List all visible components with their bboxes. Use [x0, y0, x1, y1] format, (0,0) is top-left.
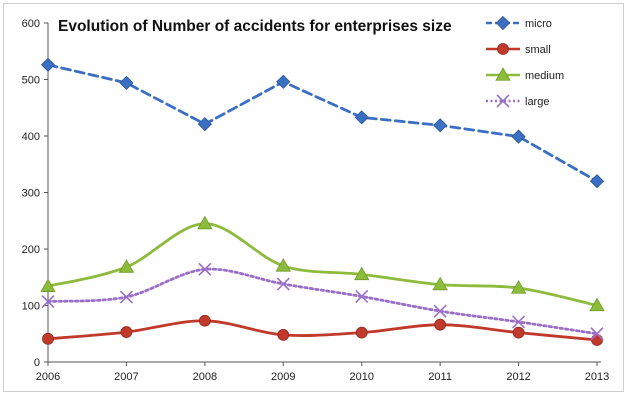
legend-label: micro [525, 18, 552, 30]
series-micro-marker [433, 118, 448, 133]
legend-item-micro: micro [486, 15, 552, 31]
series-small-marker [591, 334, 603, 346]
series-medium [40, 215, 605, 312]
y-tick-label: 100 [22, 301, 40, 313]
series-small-marker [198, 314, 211, 327]
legend-item-small: small [486, 43, 551, 56]
y-tick-label: 300 [22, 188, 40, 200]
series-small-marker [42, 332, 54, 345]
series-medium-marker [510, 280, 527, 294]
x-tick-label: 2010 [349, 371, 373, 383]
y-tick-label: 400 [22, 131, 40, 143]
legend-large-marker [496, 94, 510, 108]
series-large [41, 262, 604, 341]
series-small-marker [120, 326, 133, 338]
x-tick-label: 2007 [114, 371, 138, 383]
x-tick-label: 2008 [193, 371, 217, 383]
legend-micro-marker [495, 15, 511, 31]
series-medium-marker [40, 278, 56, 292]
series-small [42, 314, 603, 346]
series-small-marker [355, 326, 368, 339]
x-tick-label: 2011 [428, 371, 452, 383]
series-micro-marker [589, 174, 605, 189]
series-micro-marker [119, 75, 134, 90]
tick-marks: 0 100 200 300 400 500 600 2006 2007 2008 2009 2010 2… [22, 18, 610, 383]
y-tick-label: 200 [22, 244, 40, 256]
legend-small-marker [497, 43, 509, 55]
y-tick-label: 0 [34, 357, 40, 369]
series-micro-marker [354, 110, 369, 125]
x-tick-label: 2006 [36, 371, 60, 383]
series-large-marker [512, 315, 526, 329]
series-large-marker [119, 290, 133, 304]
series-small-line [46, 319, 599, 342]
series-small-marker [512, 326, 525, 339]
series-medium-marker [354, 266, 370, 281]
legend-medium-marker [495, 67, 511, 81]
series-large-line [46, 267, 599, 336]
series-micro [40, 57, 605, 189]
series-large-marker [198, 262, 212, 276]
series-large-marker [276, 277, 290, 291]
series-medium-marker [432, 276, 448, 291]
legend-label: medium [525, 70, 564, 82]
legend-label: large [525, 96, 549, 108]
x-tick-label: 2013 [585, 371, 609, 383]
legend: micro small medium large [486, 15, 564, 108]
series-small-marker [277, 328, 290, 341]
x-tick-label: 2012 [506, 371, 530, 383]
y-tick-label: 500 [22, 75, 40, 87]
chart-title: Evolution of Number of accidents for ent… [58, 18, 452, 35]
series-micro-line [46, 63, 599, 183]
series-large-marker [355, 289, 369, 304]
y-tick-label: 600 [22, 18, 40, 30]
legend-item-medium: medium [486, 67, 564, 82]
series-lines [40, 57, 605, 346]
series-large-marker [433, 304, 447, 318]
series-medium-marker [589, 297, 605, 312]
series-medium-marker [197, 215, 213, 230]
series-small-marker [434, 318, 447, 331]
series-large-marker [590, 327, 604, 341]
series-large-marker [41, 294, 55, 309]
series-micro-marker [197, 117, 212, 132]
legend-label: small [525, 44, 551, 56]
legend-item-large: large [486, 94, 549, 108]
series-micro-marker [276, 74, 291, 89]
series-medium-marker [275, 258, 291, 272]
x-tick-label: 2009 [271, 371, 295, 383]
series-medium-marker [118, 259, 135, 273]
series-micro-marker [511, 129, 526, 144]
series-micro-marker [40, 57, 56, 72]
